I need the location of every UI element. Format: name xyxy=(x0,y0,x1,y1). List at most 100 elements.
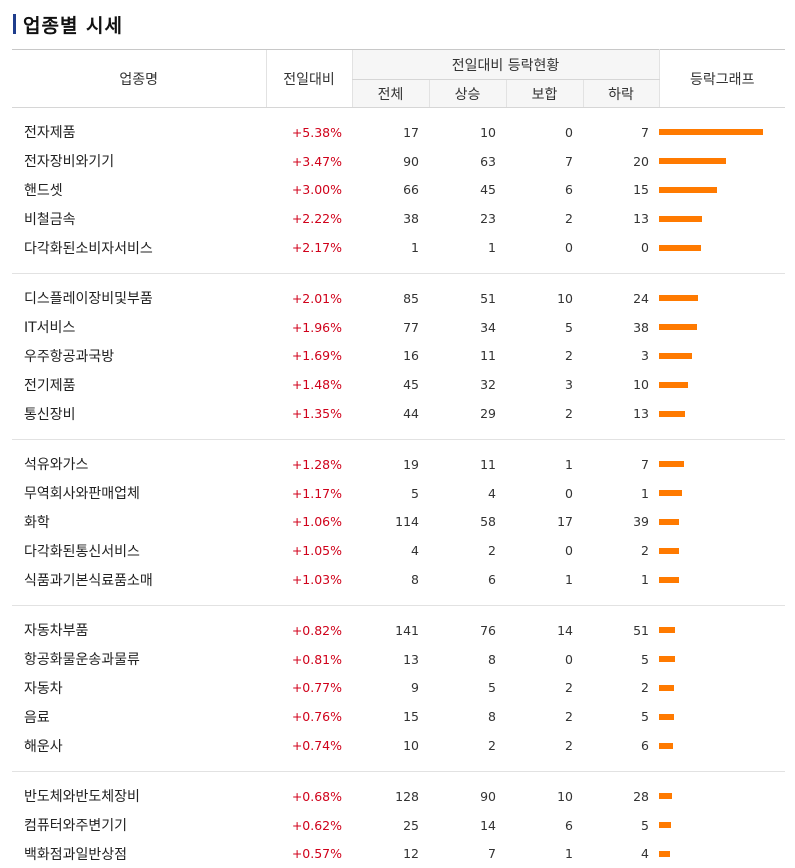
sector-name-link[interactable]: 디스플레이장비및부품 xyxy=(12,284,266,313)
count-down: 1 xyxy=(583,565,659,594)
header-total: 전체 xyxy=(352,80,429,108)
graph-cell xyxy=(659,565,785,594)
sector-name-link[interactable]: 컴퓨터와주변기기 xyxy=(12,811,266,840)
sector-name-link[interactable]: 비철금속 xyxy=(12,204,266,233)
sector-name-link[interactable]: 다각화된통신서비스 xyxy=(12,536,266,565)
count-down: 4 xyxy=(583,840,659,868)
sector-name-link[interactable]: IT서비스 xyxy=(12,313,266,342)
count-down: 13 xyxy=(583,204,659,233)
count-total: 16 xyxy=(352,342,429,371)
sector-name-link[interactable]: 전자제품 xyxy=(12,118,266,147)
count-flat: 1 xyxy=(506,450,583,479)
change-rate: +2.22% xyxy=(266,204,352,233)
sector-name-link[interactable]: 해운사 xyxy=(12,731,266,760)
sector-name-link[interactable]: 자동차부품 xyxy=(12,616,266,645)
change-rate: +1.35% xyxy=(266,399,352,428)
sector-name-link[interactable]: 무역회사와판매업체 xyxy=(12,479,266,508)
count-down: 7 xyxy=(583,450,659,479)
count-total: 90 xyxy=(352,147,429,176)
page-title: 업종별 시세 xyxy=(23,11,123,38)
count-flat: 10 xyxy=(506,284,583,313)
change-bar xyxy=(659,490,682,496)
count-flat: 2 xyxy=(506,399,583,428)
sector-name-link[interactable]: 반도체와반도체장비 xyxy=(12,782,266,811)
count-up: 45 xyxy=(429,176,506,205)
count-total: 8 xyxy=(352,565,429,594)
count-up: 4 xyxy=(429,479,506,508)
group-divider xyxy=(12,428,785,440)
sector-name-link[interactable]: 다각화된소비자서비스 xyxy=(12,233,266,262)
change-rate: +0.81% xyxy=(266,645,352,674)
count-total: 85 xyxy=(352,284,429,313)
group-divider xyxy=(12,760,785,772)
count-flat: 5 xyxy=(506,313,583,342)
graph-cell xyxy=(659,840,785,868)
title-accent-bar xyxy=(13,14,16,34)
count-down: 5 xyxy=(583,645,659,674)
graph-cell xyxy=(659,147,785,176)
sector-name-link[interactable]: 백화점과일반상점 xyxy=(12,840,266,868)
sector-name-link[interactable]: 식품과기본식료품소매 xyxy=(12,565,266,594)
graph-cell xyxy=(659,782,785,811)
header-change: 전일대비 xyxy=(266,50,352,108)
group-top-spacer xyxy=(12,439,785,450)
graph-cell xyxy=(659,233,785,262)
sector-name-link[interactable]: 석유와가스 xyxy=(12,450,266,479)
sector-name-link[interactable]: 전자장비와기기 xyxy=(12,147,266,176)
count-flat: 3 xyxy=(506,370,583,399)
change-rate: +0.76% xyxy=(266,702,352,731)
sector-name-link[interactable]: 화학 xyxy=(12,508,266,537)
sector-name-link[interactable]: 자동차 xyxy=(12,674,266,703)
count-up: 76 xyxy=(429,616,506,645)
header-flat: 보합 xyxy=(506,80,583,108)
count-total: 38 xyxy=(352,204,429,233)
change-bar xyxy=(659,656,675,662)
count-down: 6 xyxy=(583,731,659,760)
sector-name-link[interactable]: 항공화물운송과물류 xyxy=(12,645,266,674)
count-down: 2 xyxy=(583,674,659,703)
count-total: 13 xyxy=(352,645,429,674)
change-rate: +1.69% xyxy=(266,342,352,371)
count-up: 90 xyxy=(429,782,506,811)
count-up: 58 xyxy=(429,508,506,537)
sector-name-link[interactable]: 핸드셋 xyxy=(12,176,266,205)
count-down: 0 xyxy=(583,233,659,262)
count-flat: 17 xyxy=(506,508,583,537)
count-total: 19 xyxy=(352,450,429,479)
change-bar xyxy=(659,519,679,525)
graph-cell xyxy=(659,702,785,731)
header-group: 전일대비 등락현황 xyxy=(352,50,659,80)
sector-name-link[interactable]: 우주항공과국방 xyxy=(12,342,266,371)
count-up: 11 xyxy=(429,342,506,371)
count-flat: 7 xyxy=(506,147,583,176)
count-down: 3 xyxy=(583,342,659,371)
sector-name-link[interactable]: 음료 xyxy=(12,702,266,731)
sector-name-link[interactable]: 전기제품 xyxy=(12,370,266,399)
sector-name-link[interactable]: 통신장비 xyxy=(12,399,266,428)
count-up: 8 xyxy=(429,645,506,674)
